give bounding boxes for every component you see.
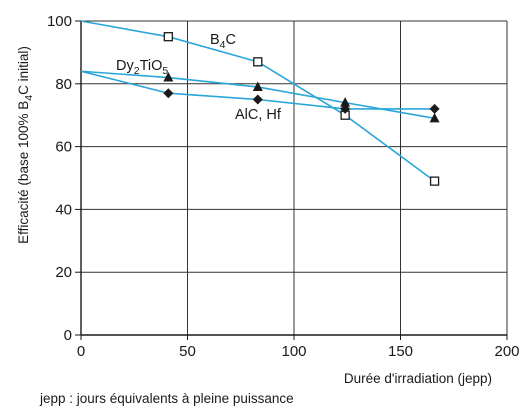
y-tick-label: 60	[55, 139, 72, 156]
series-label-b4c: B4C	[210, 32, 236, 51]
data-point-square	[429, 176, 440, 186]
data-point-square	[253, 57, 263, 67]
series-label-alc-hf: AlC, Hf	[235, 107, 282, 123]
axes	[75, 20, 508, 340]
x-tick-label: 50	[179, 343, 196, 360]
data-point-diamond	[429, 103, 440, 114]
footnote: jepp : jours équivalents à pleine puissa…	[39, 391, 294, 406]
data-point-triangle	[252, 81, 263, 91]
y-axis-label: Efficacité (base 100% B4C initial)	[16, 46, 35, 244]
y-tick-label: 100	[47, 13, 72, 30]
data-point-triangle	[340, 97, 351, 107]
y-tick-label: 20	[55, 264, 72, 281]
series-label-dy2tio5: Dy2TiO5	[116, 58, 168, 77]
series-markers	[163, 32, 440, 186]
data-point-diamond	[340, 103, 351, 114]
y-tick-label: 40	[55, 201, 72, 218]
grid-lines	[81, 20, 508, 335]
y-tick-label: 80	[55, 76, 72, 93]
x-tick-label: 100	[281, 343, 306, 360]
data-point-diamond	[163, 88, 174, 99]
x-tick-label: 150	[388, 343, 413, 360]
y-tick-label: 0	[64, 327, 72, 344]
data-point-square	[163, 32, 173, 42]
data-point-triangle	[429, 112, 440, 123]
tick-labels: 0 20 40 60 80 100 0 50 100 150 200	[47, 13, 520, 360]
data-point-triangle	[163, 72, 174, 82]
x-tick-label: 0	[77, 343, 85, 360]
x-tick-label: 200	[494, 343, 519, 360]
data-point-diamond	[252, 94, 263, 105]
x-axis-label: Durée d'irradiation (jepp)	[344, 371, 492, 386]
